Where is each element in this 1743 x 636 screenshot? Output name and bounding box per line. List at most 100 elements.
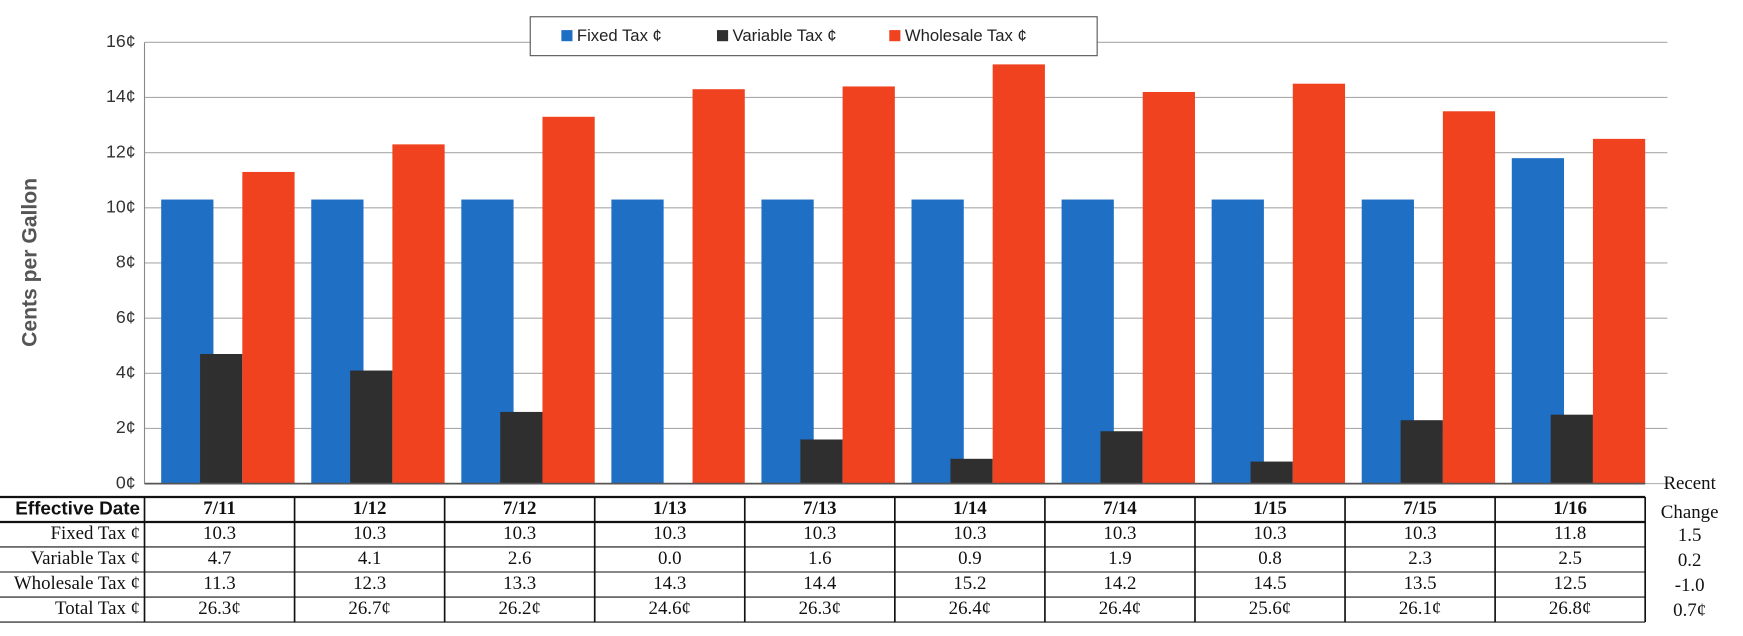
table-cell: 0.8 [1258,548,1282,569]
table-header: Recent [1663,473,1716,494]
x-tick-label: 7/14 [1103,498,1137,519]
bar [1100,431,1143,484]
table-cell: 10.3 [503,523,536,544]
table-cell: 10.3 [953,523,986,544]
bar [692,89,745,484]
x-tick-label: 1/14 [953,498,987,519]
bar [1292,83,1346,484]
table-cell: 12.5 [1554,573,1587,594]
table-cell: 10.3 [653,523,686,544]
bar [1250,461,1293,484]
bar [200,353,243,484]
table-cell: 10.3 [1404,523,1437,544]
bar [800,439,843,484]
y-tick-label: 8¢ [116,252,136,272]
y-tick-label: 14¢ [106,86,136,106]
table-row-label: Wholesale Tax ¢ [14,573,140,594]
legend-swatch [889,30,901,42]
x-tick-label: 7/12 [503,498,537,519]
legend-label: Variable Tax ¢ [733,26,837,45]
x-tick-label: 1/16 [1553,498,1587,519]
table-cell: 12.3 [353,573,386,594]
table-cell: 13.3 [503,573,536,594]
y-tick-label: 10¢ [106,197,136,217]
table-cell: 4.1 [358,548,382,569]
table-cell: 14.2 [1103,573,1136,594]
bar [842,86,895,484]
table-cell: 26.4¢ [1099,598,1141,619]
table-cell: 0.2 [1678,550,1702,571]
x-tick-label: 1/13 [653,498,687,519]
table-cell: 26.1¢ [1399,598,1441,619]
table-cell: 4.7 [208,548,232,569]
legend-swatch [716,30,729,42]
bar [500,411,543,484]
table-cell: 2.5 [1558,548,1582,569]
bar [761,199,814,484]
y-tick-label: 4¢ [116,362,136,382]
table-cell: 0.7¢ [1673,600,1706,621]
bar [611,199,664,484]
table-cell: 10.3 [1103,523,1136,544]
y-tick-label: 16¢ [106,31,136,51]
table-cell: 14.4 [803,573,837,594]
table-cell: 14.3 [653,573,686,594]
table-row-label: Total Tax ¢ [55,598,140,619]
table-cell: 24.6¢ [649,598,691,619]
bar [392,144,445,484]
table-header: Change [1661,502,1719,523]
x-tick-label: 7/13 [803,498,837,519]
bar [1442,111,1496,484]
table-cell: -1.0 [1675,575,1705,596]
bar [1211,199,1264,484]
table-cell: 26.4¢ [949,598,991,619]
table-cell: 1.6 [808,548,832,569]
table-cell: 1.5 [1678,525,1702,546]
table-cell: 10.3 [203,523,236,544]
table-cell: 2.3 [1408,548,1432,569]
bar [542,116,595,484]
legend-swatch [561,30,573,42]
table-cell: 10.3 [353,523,386,544]
table-cell: 26.7¢ [348,598,390,619]
bar [242,171,295,484]
y-tick-label: 2¢ [116,417,136,437]
bar [1142,91,1195,484]
table-cell: 15.2 [953,573,986,594]
table-cell: 26.3¢ [198,598,240,619]
bar [1592,138,1646,484]
table-row-header: Effective Date [15,498,140,519]
table-cell: 11.3 [203,573,235,594]
y-axis-label: Cents per Gallon [19,178,42,347]
table-row-label: Fixed Tax ¢ [51,523,141,544]
table-cell: 26.2¢ [498,598,540,619]
table-cell: 11.8 [1554,523,1586,544]
bar [1400,420,1443,484]
y-tick-label: 6¢ [116,307,136,327]
table-cell: 0.9 [958,548,982,569]
table-cell: 10.3 [803,523,836,544]
bar [911,199,964,484]
legend-label: Fixed Tax ¢ [577,26,662,45]
legend-label: Wholesale Tax ¢ [905,26,1027,45]
table-cell: 25.6¢ [1249,598,1291,619]
table-row-label: Variable Tax ¢ [31,548,140,569]
table-cell: 26.8¢ [1549,598,1591,619]
table-cell: 2.6 [508,548,532,569]
x-tick-label: 7/15 [1403,498,1437,519]
table-cell: 0.0 [658,548,682,569]
table-cell: 26.3¢ [799,598,841,619]
table-cell: 10.3 [1253,523,1286,544]
y-tick-label: 0¢ [116,472,136,492]
table-cell: 14.5 [1253,573,1286,594]
x-tick-label: 1/15 [1253,498,1287,519]
bar [350,370,393,484]
y-tick-label: 12¢ [106,141,136,161]
bar [992,64,1045,484]
table-cell: 13.5 [1404,573,1437,594]
x-tick-label: 1/12 [353,498,387,519]
x-tick-label: 7/11 [203,498,236,519]
bar [950,458,993,484]
